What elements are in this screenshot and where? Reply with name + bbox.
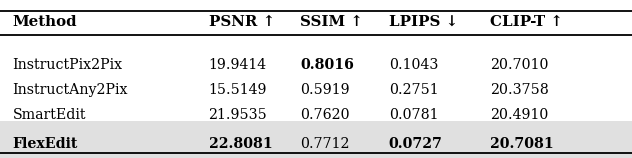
Text: InstructAny2Pix: InstructAny2Pix (13, 83, 128, 97)
Text: 20.7081: 20.7081 (490, 137, 554, 152)
Text: 0.0727: 0.0727 (389, 137, 442, 152)
Text: 0.8016: 0.8016 (300, 58, 354, 72)
Text: PSNR ↑: PSNR ↑ (209, 15, 275, 29)
Text: 0.1043: 0.1043 (389, 58, 438, 72)
Text: 15.5149: 15.5149 (209, 83, 267, 97)
Text: 0.7620: 0.7620 (300, 108, 350, 122)
Text: 22.8081: 22.8081 (209, 137, 272, 152)
Text: 19.9414: 19.9414 (209, 58, 267, 72)
Text: 0.0781: 0.0781 (389, 108, 438, 122)
Text: FlexEdit: FlexEdit (13, 137, 78, 152)
Text: InstructPix2Pix: InstructPix2Pix (13, 58, 123, 72)
Text: 0.7712: 0.7712 (300, 137, 349, 152)
Text: 20.4910: 20.4910 (490, 108, 548, 122)
Text: 21.9535: 21.9535 (209, 108, 267, 122)
Text: 0.5919: 0.5919 (300, 83, 350, 97)
Text: SmartEdit: SmartEdit (13, 108, 86, 122)
Text: SSIM ↑: SSIM ↑ (300, 15, 363, 29)
Text: 20.3758: 20.3758 (490, 83, 549, 97)
Text: 20.7010: 20.7010 (490, 58, 549, 72)
Text: CLIP-T ↑: CLIP-T ↑ (490, 15, 563, 29)
Text: 0.2751: 0.2751 (389, 83, 439, 97)
Text: LPIPS ↓: LPIPS ↓ (389, 15, 458, 29)
Text: Method: Method (13, 15, 77, 29)
FancyBboxPatch shape (0, 121, 632, 158)
